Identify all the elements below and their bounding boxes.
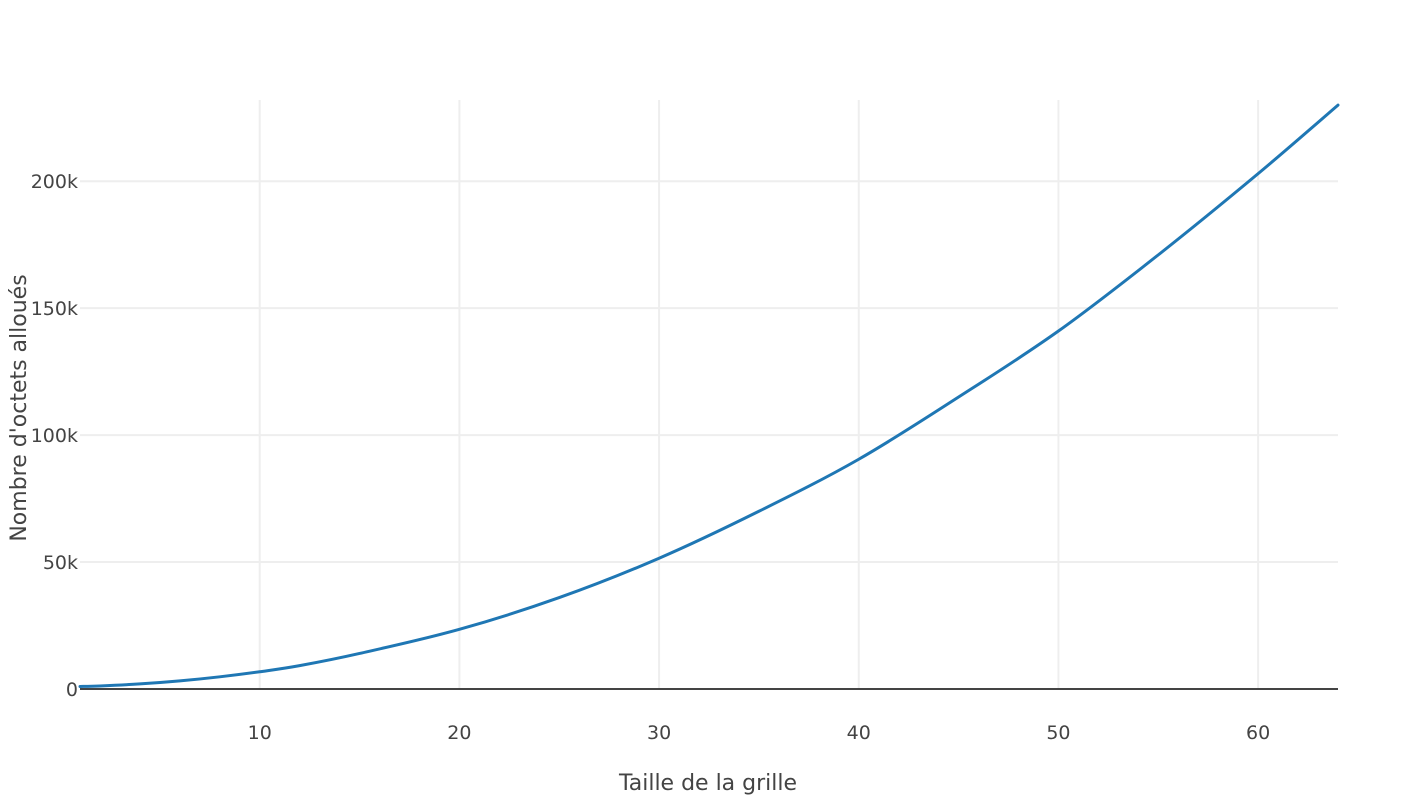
x-tick-label: 20 — [447, 722, 471, 744]
y-tick-label: 200k — [31, 171, 78, 193]
x-tick-label: 40 — [847, 722, 871, 744]
series-line-0 — [78, 103, 1340, 688]
series-layer — [78, 103, 1340, 688]
y-tick-labels: 0 50k 100k 150k 200k — [31, 171, 78, 701]
x-tick-label: 30 — [647, 722, 671, 744]
x-tick-labels: 10 20 30 40 50 60 — [248, 722, 1271, 744]
x-axis-title: Taille de la grille — [618, 771, 797, 796]
y-tick-label: 50k — [43, 552, 78, 574]
y-tick-label: 100k — [31, 425, 78, 447]
x-tick-label: 50 — [1046, 722, 1070, 744]
y-gridlines — [80, 180, 1338, 564]
x-tick-label: 10 — [248, 722, 272, 744]
x-gridlines — [258, 100, 1260, 689]
x-tick-label: 60 — [1246, 722, 1270, 744]
y-tick-label: 0 — [66, 679, 78, 701]
y-tick-label: 150k — [31, 298, 78, 320]
y-axis-title: Nombre d'octets alloués — [7, 274, 32, 541]
